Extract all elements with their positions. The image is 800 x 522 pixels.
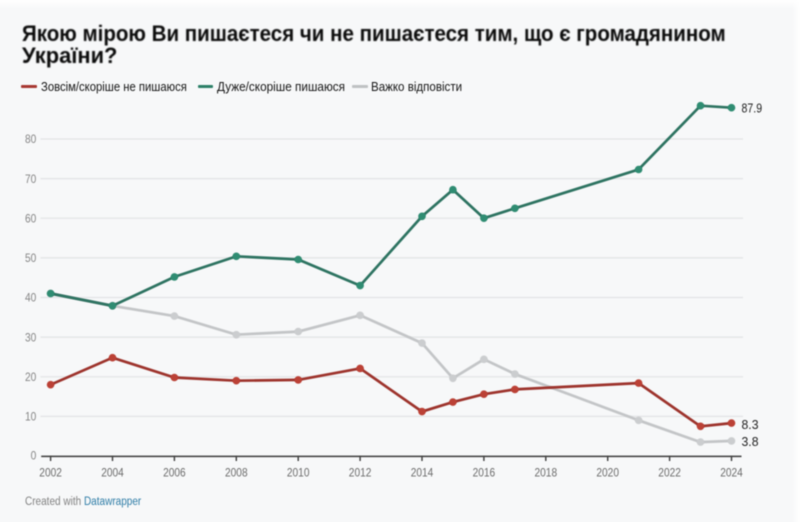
svg-text:20: 20 xyxy=(25,372,36,384)
svg-text:8.3: 8.3 xyxy=(742,418,759,432)
svg-text:2002: 2002 xyxy=(39,467,62,479)
svg-text:10: 10 xyxy=(25,412,36,424)
svg-text:3.8: 3.8 xyxy=(742,435,759,449)
svg-text:87.9: 87.9 xyxy=(742,101,763,115)
svg-text:40: 40 xyxy=(25,293,36,305)
svg-text:2010: 2010 xyxy=(287,467,310,479)
svg-text:2020: 2020 xyxy=(596,467,619,479)
svg-text:2012: 2012 xyxy=(349,467,372,479)
svg-text:2018: 2018 xyxy=(535,467,558,479)
svg-text:2014: 2014 xyxy=(411,467,434,479)
svg-text:2006: 2006 xyxy=(163,467,186,479)
svg-text:0: 0 xyxy=(31,451,37,463)
svg-text:70: 70 xyxy=(25,174,36,186)
svg-text:60: 60 xyxy=(25,213,36,225)
svg-text:30: 30 xyxy=(25,332,36,344)
svg-text:80: 80 xyxy=(25,134,36,146)
svg-text:2024: 2024 xyxy=(720,467,743,479)
svg-text:2004: 2004 xyxy=(101,467,124,479)
svg-text:50: 50 xyxy=(25,253,36,265)
svg-text:2008: 2008 xyxy=(225,467,248,479)
svg-text:2022: 2022 xyxy=(658,467,681,479)
svg-text:2016: 2016 xyxy=(473,467,496,479)
